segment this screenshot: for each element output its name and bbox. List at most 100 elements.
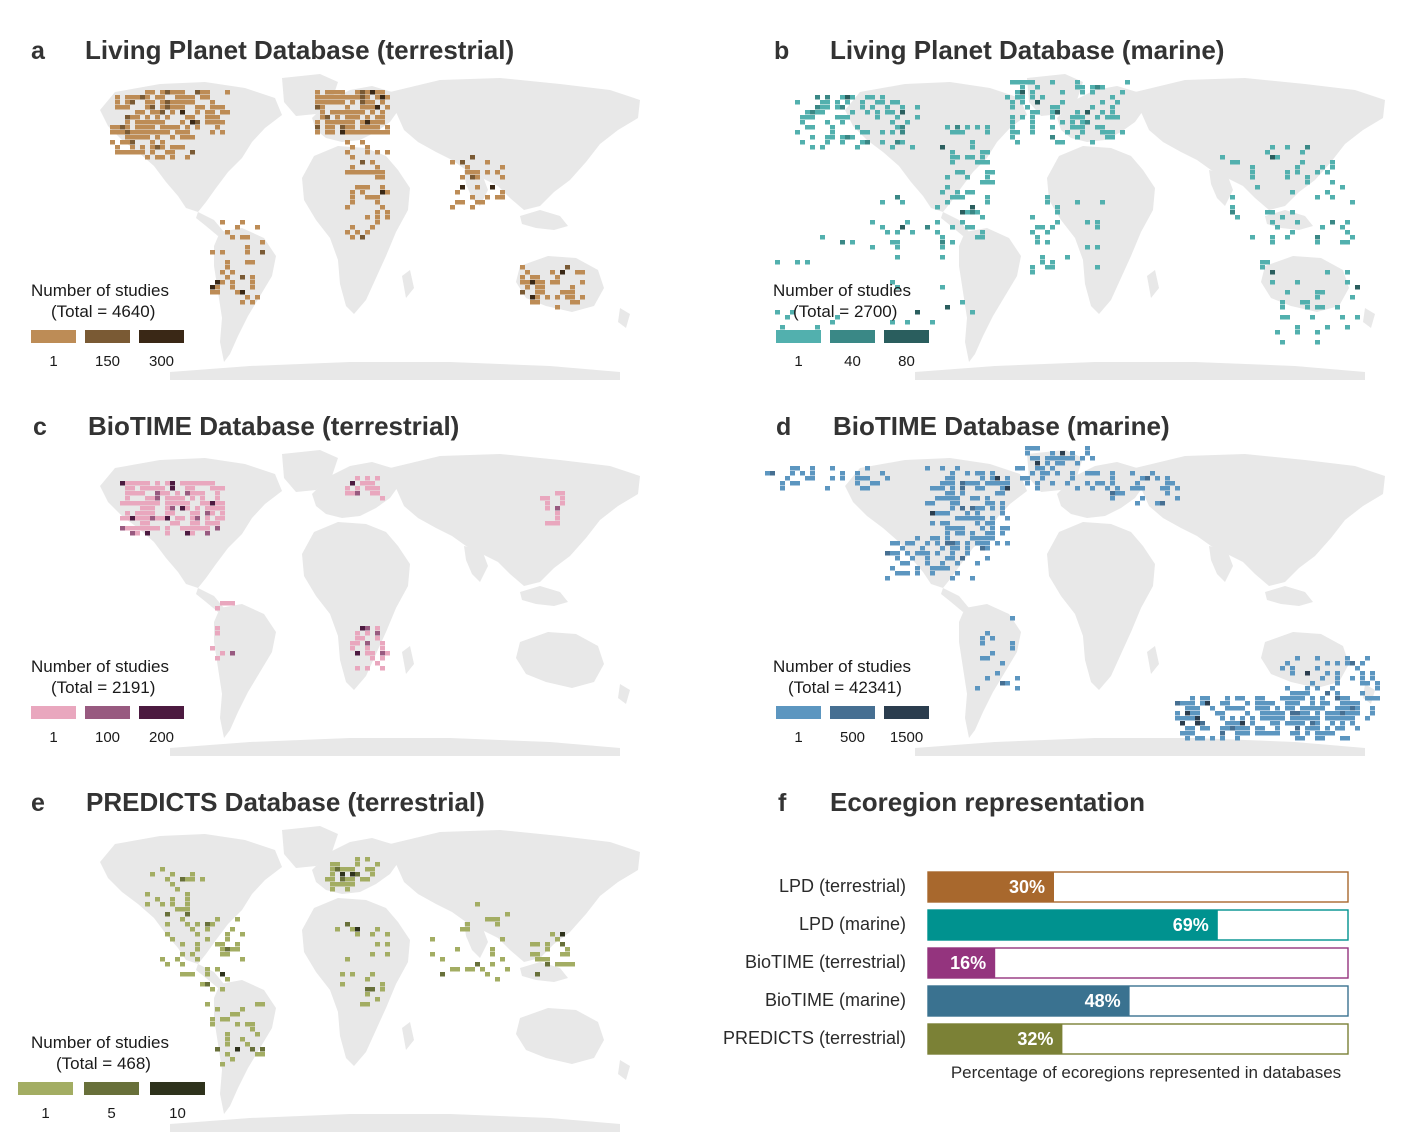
study-cell bbox=[475, 962, 480, 967]
study-cell bbox=[1035, 446, 1040, 451]
study-cell bbox=[1055, 456, 1060, 461]
study-cell bbox=[110, 140, 115, 145]
study-cell bbox=[550, 521, 555, 526]
land-polygon bbox=[1147, 270, 1159, 298]
study-cell bbox=[385, 130, 390, 135]
study-cell bbox=[825, 95, 830, 100]
study-cell bbox=[465, 927, 470, 932]
study-cell bbox=[1095, 245, 1100, 250]
study-cell bbox=[250, 280, 255, 285]
study-cell bbox=[170, 100, 175, 105]
study-cell bbox=[1260, 701, 1265, 706]
study-cell bbox=[900, 200, 905, 205]
study-cell bbox=[195, 125, 200, 130]
study-cell bbox=[1245, 731, 1250, 736]
study-cell bbox=[940, 521, 945, 526]
study-cell bbox=[1350, 721, 1355, 726]
legend-title: Number of studies bbox=[31, 281, 169, 300]
study-cell bbox=[430, 937, 435, 942]
study-cell bbox=[1115, 115, 1120, 120]
study-cell bbox=[1095, 85, 1100, 90]
study-cell bbox=[1320, 225, 1325, 230]
study-cell bbox=[950, 546, 955, 551]
study-cell bbox=[355, 631, 360, 636]
study-cell bbox=[220, 486, 225, 491]
study-cell bbox=[1275, 330, 1280, 335]
study-cell bbox=[125, 100, 130, 105]
study-cell bbox=[815, 95, 820, 100]
study-cell bbox=[500, 175, 505, 180]
study-cell bbox=[1365, 696, 1370, 701]
study-cell bbox=[1355, 666, 1360, 671]
study-cell bbox=[960, 491, 965, 496]
study-cell bbox=[170, 145, 175, 150]
study-cell bbox=[945, 521, 950, 526]
study-cell bbox=[315, 120, 320, 125]
study-cell bbox=[145, 125, 150, 130]
land-polygon bbox=[170, 738, 620, 756]
study-cell bbox=[545, 521, 550, 526]
study-cell bbox=[1020, 95, 1025, 100]
study-cell bbox=[125, 491, 130, 496]
study-cell bbox=[1320, 696, 1325, 701]
study-cell bbox=[1030, 120, 1035, 125]
study-cell bbox=[130, 115, 135, 120]
study-cell bbox=[1355, 711, 1360, 716]
study-cell bbox=[1345, 656, 1350, 661]
study-cell bbox=[855, 471, 860, 476]
study-cell bbox=[115, 95, 120, 100]
study-cell bbox=[240, 220, 245, 225]
study-cell bbox=[835, 115, 840, 120]
study-cell bbox=[1120, 491, 1125, 496]
study-cell bbox=[870, 481, 875, 486]
study-cell bbox=[485, 917, 490, 922]
study-cell bbox=[190, 115, 195, 120]
study-cell bbox=[475, 175, 480, 180]
study-cell bbox=[1295, 325, 1300, 330]
study-cell bbox=[890, 541, 895, 546]
study-cell bbox=[470, 205, 475, 210]
study-cell bbox=[985, 556, 990, 561]
study-cell bbox=[1345, 736, 1350, 741]
study-cell bbox=[165, 526, 170, 531]
study-cell bbox=[1325, 716, 1330, 721]
study-cell bbox=[1080, 125, 1085, 130]
study-cell bbox=[150, 130, 155, 135]
study-cell bbox=[795, 481, 800, 486]
study-cell bbox=[975, 511, 980, 516]
study-cell bbox=[470, 967, 475, 972]
study-cell bbox=[490, 917, 495, 922]
study-cell bbox=[380, 170, 385, 175]
study-cell bbox=[990, 180, 995, 185]
study-cell bbox=[1255, 696, 1260, 701]
study-cell bbox=[455, 200, 460, 205]
study-cell bbox=[350, 130, 355, 135]
study-cell bbox=[840, 115, 845, 120]
legend-label: 80 bbox=[898, 353, 915, 370]
study-cell bbox=[160, 105, 165, 110]
study-cell bbox=[375, 150, 380, 155]
study-cell bbox=[335, 115, 340, 120]
study-cell bbox=[215, 656, 220, 661]
study-cell bbox=[925, 501, 930, 506]
study-cell bbox=[975, 210, 980, 215]
study-cell bbox=[330, 100, 335, 105]
study-cell bbox=[1295, 170, 1300, 175]
study-cell bbox=[980, 516, 985, 521]
study-cell bbox=[1050, 265, 1055, 270]
study-cell bbox=[1235, 736, 1240, 741]
study-cell bbox=[355, 95, 360, 100]
study-cell bbox=[1330, 195, 1335, 200]
study-cell bbox=[1060, 140, 1065, 145]
study-cell bbox=[950, 476, 955, 481]
study-cell bbox=[205, 982, 210, 987]
study-cell bbox=[195, 526, 200, 531]
study-cell bbox=[1305, 691, 1310, 696]
study-cell bbox=[325, 120, 330, 125]
study-cell bbox=[1010, 616, 1015, 621]
panel-letter: f bbox=[778, 789, 787, 817]
study-cell bbox=[225, 230, 230, 235]
study-cell bbox=[330, 887, 335, 892]
study-cell bbox=[1295, 726, 1300, 731]
study-cell bbox=[1030, 130, 1035, 135]
